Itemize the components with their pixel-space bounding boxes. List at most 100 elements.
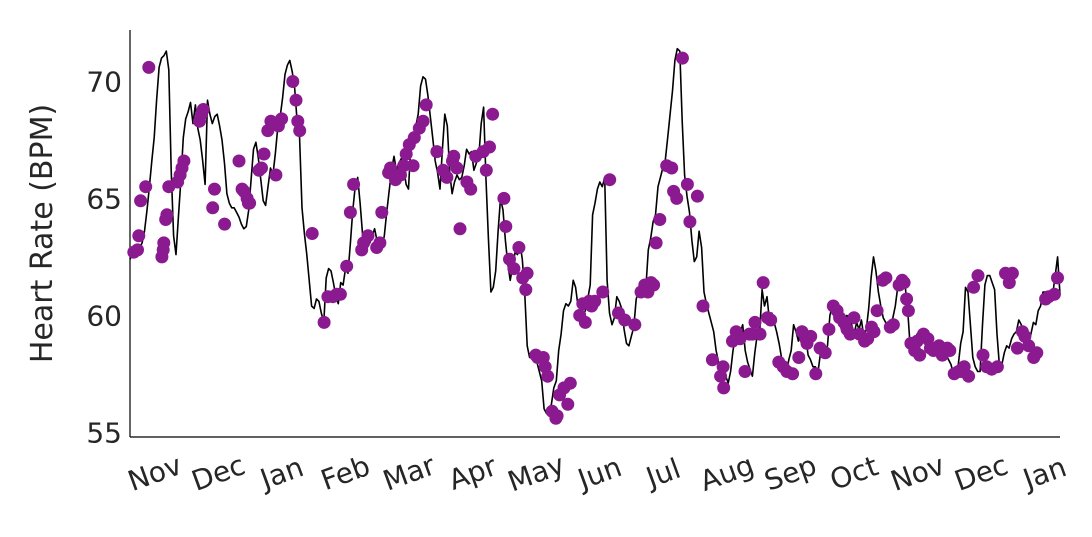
data-point-marker [943,344,957,357]
data-point-marker [705,353,719,367]
data-point-marker [670,191,684,205]
x-tick-label: Oct [826,449,883,497]
data-point-marker [901,304,915,318]
x-tick-label: Apr [444,449,501,497]
x-tick-label: Jan [254,450,308,496]
data-point-marker [257,147,271,161]
data-point-marker [683,215,697,229]
data-point-marker [550,409,564,423]
data-point-marker [139,180,153,194]
data-point-marker [1051,271,1064,285]
data-point-marker [157,236,171,250]
data-point-marker [333,287,347,301]
data-point-marker [269,168,283,182]
data-point-marker [450,161,464,175]
data-point-marker [879,271,893,285]
x-tick-label: Jul [640,452,685,495]
data-point-marker [255,161,268,175]
data-point-marker [809,367,823,381]
data-point-marker [453,222,467,236]
x-axis-ticks: Nov Dec Jan Feb Mar Apr May Jun Jul Aug Sep Oct Nov D… [123,448,1070,499]
data-point-marker [680,177,694,191]
data-point-marker [649,236,663,250]
data-point-marker [603,173,617,187]
data-point-marker [913,348,927,362]
data-point-marker [628,318,642,332]
data-point-marker [792,351,806,364]
x-tick-label: Nov [123,448,186,498]
data-point-marker [1010,341,1024,355]
data-point-marker [563,376,577,390]
data-point-marker [232,154,246,168]
plot-area [127,30,1064,438]
data-point-marker [900,292,914,306]
data-point-marker [361,229,375,243]
y-tick-label: 60 [86,299,122,332]
y-tick-label: 70 [86,65,122,98]
x-tick-label: Jan [1017,450,1071,496]
data-point-marker [716,360,730,374]
data-point-marker [1030,346,1044,360]
data-point-marker [618,313,632,327]
data-point-marker [822,322,836,336]
data-point-marker [286,75,300,88]
data-point-marker [870,304,884,318]
x-tick-label: Sep [760,449,821,498]
data-point-marker [804,329,818,343]
data-point-marker [134,194,148,208]
x-tick-label: Jun [572,450,626,497]
data-point-marker [416,114,430,128]
data-point-marker [764,313,778,327]
x-tick-label: Aug [696,448,759,498]
y-tick-label: 65 [86,182,122,215]
data-point-marker [818,346,832,360]
data-point-marker [843,327,857,341]
data-point-marker [647,278,661,292]
y-tick-label: 55 [86,416,122,449]
x-tick-label: Dec [187,448,249,498]
data-point-marker [131,243,144,257]
x-tick-label: May [503,448,569,499]
data-point-marker [520,266,534,280]
data-point-marker [588,294,602,308]
data-point-marker [578,315,592,329]
x-tick-label: Dec [950,448,1012,498]
y-axis-ticks: 55 60 65 70 [86,65,122,449]
data-point-marker [753,327,767,341]
data-point-marker [243,196,257,210]
data-point-marker [786,367,800,381]
data-point-marker [347,177,361,191]
data-point-marker [507,262,521,276]
data-point-marker [206,201,220,215]
data-point-marker [317,315,331,329]
data-point-marker [867,325,881,339]
data-point-marker [1005,266,1019,280]
data-point-marker [653,213,667,226]
data-point-marker [717,381,731,395]
data-point-marker [512,241,526,254]
x-tick-label: Mar [379,448,440,497]
data-point-marker [971,269,985,283]
data-point-marker [208,182,221,196]
data-point-marker [373,236,387,250]
data-point-marker [375,205,389,219]
x-tick-label: Feb [317,449,375,497]
data-point-marker [690,189,704,203]
data-point-marker [967,280,981,294]
data-point-marker [596,285,610,299]
data-point-marker [289,93,303,107]
x-tick-label: Nov [886,448,949,498]
data-point-marker [990,360,1004,374]
data-point-marker [132,229,146,243]
data-point-marker [483,140,496,154]
data-point-marker [976,348,990,362]
data-point-marker [847,311,861,325]
data-point-marker [218,217,232,231]
data-point-marker [419,98,433,112]
data-point-marker [665,161,679,175]
data-point-marker [738,365,752,378]
data-point-marker [886,318,900,332]
y-axis-title: Heart Rate (BPM) [25,104,60,363]
